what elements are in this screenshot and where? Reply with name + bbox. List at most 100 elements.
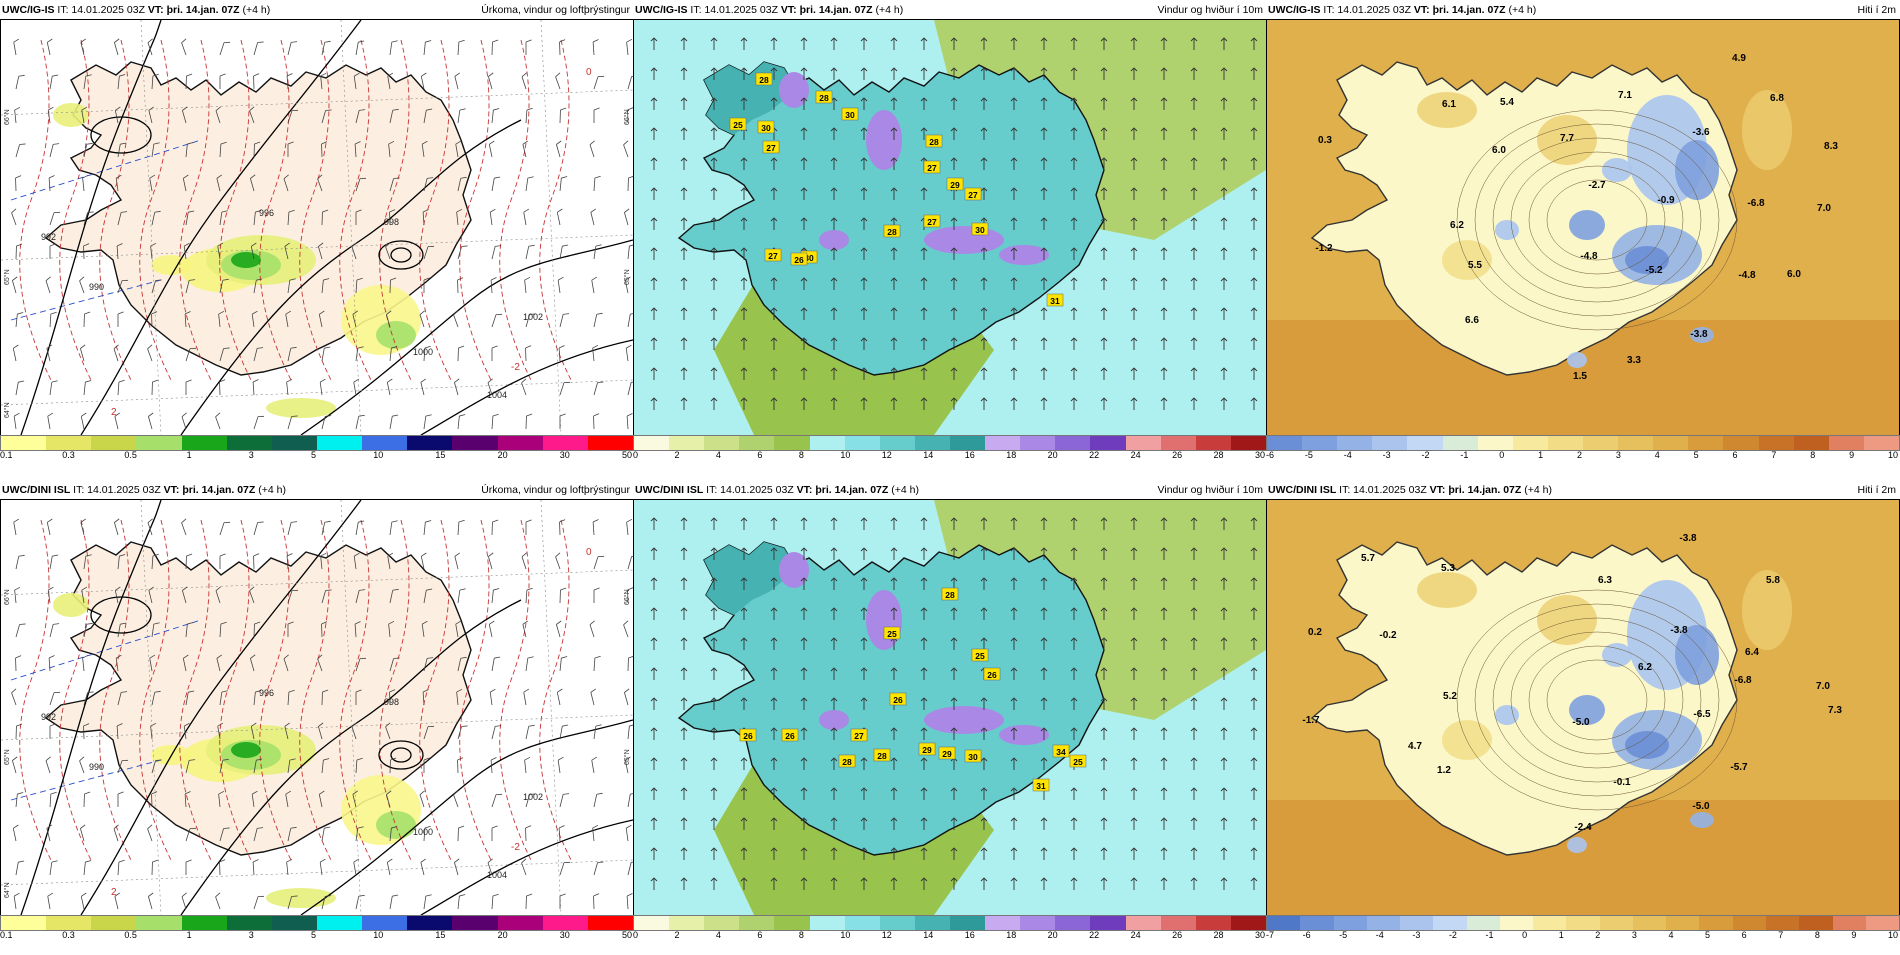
- model-name: UWC/DINI ISL: [1268, 484, 1336, 496]
- colorbar-swatch: [1055, 436, 1090, 450]
- colorbar-tick-label: -1: [1460, 450, 1468, 460]
- colorbar-tick-label: 12: [882, 450, 892, 460]
- colorbar-swatch: [1583, 436, 1618, 450]
- colorbar-swatch: [452, 916, 497, 930]
- colorbar-tick-label: 30: [1255, 930, 1265, 940]
- isobar-label: 1000: [413, 827, 433, 837]
- panel-wind-bottom: UWC/DINI ISL IT: 14.01.2025 03Z VT: þri.…: [633, 480, 1267, 955]
- gust-label: 27: [927, 217, 937, 227]
- colorbar-tick-label: 30: [560, 930, 570, 940]
- gust-label: 30: [845, 110, 855, 120]
- value-label: 1.2: [1437, 765, 1451, 776]
- colorbar-tick-label: 22: [1089, 450, 1099, 460]
- colorbar-swatch: [46, 916, 91, 930]
- value-label: -3.8: [1670, 625, 1688, 636]
- colorbar-swatch: [588, 916, 633, 930]
- colorbar-swatch: [915, 436, 950, 450]
- colorbar-swatch: [985, 916, 1020, 930]
- colorbar-swatch: [985, 436, 1020, 450]
- colorbar-swatch: [1794, 436, 1829, 450]
- value-label: -4.8: [1738, 270, 1756, 281]
- colorbar-swatch: [1407, 436, 1442, 450]
- colorbar-swatch: [704, 916, 739, 930]
- isobar-label: 1000: [413, 347, 433, 357]
- valid-label: VT:: [797, 484, 813, 496]
- colorbar-tick-label: 6: [1742, 930, 1747, 940]
- isobar-label: 998: [384, 217, 399, 227]
- lat-tick-label: 65°N: [3, 749, 11, 765]
- colorbar-tick-label: -2: [1422, 450, 1430, 460]
- value-label: -2.4: [1574, 822, 1592, 833]
- colorbar-tick-label: 24: [1131, 930, 1141, 940]
- colorbar-tick-label: 0.5: [124, 450, 137, 460]
- model-name: UWC/DINI ISL: [2, 484, 70, 496]
- colorbar-tick-label: 1: [1538, 450, 1543, 460]
- init-time: IT: 14.01.2025 03Z: [57, 4, 145, 16]
- colorbar-swatch: [845, 916, 880, 930]
- value-label: -4.8: [1580, 251, 1598, 262]
- colorbar-swatch: [1666, 916, 1699, 930]
- gust-label: 29: [922, 745, 932, 755]
- colorbar-tick-label: 10: [1888, 930, 1898, 940]
- lat-tick-label: 64°N: [3, 402, 11, 418]
- colorbar-tick-label: 0.3: [62, 450, 75, 460]
- value-label: -3.6: [1692, 127, 1710, 138]
- colorbar-swatch: [845, 436, 880, 450]
- colorbar-swatch: [182, 436, 227, 450]
- gust-label: 28: [819, 93, 829, 103]
- value-label: -3.8: [1679, 533, 1697, 544]
- freezing-label: 0: [586, 67, 592, 78]
- colorbar-tick-label: 28: [1214, 930, 1224, 940]
- lead-time: (+4 h): [875, 4, 903, 16]
- colorbar-tick-label: 30: [560, 450, 570, 460]
- model-name: UWC/DINI ISL: [635, 484, 703, 496]
- colorbar-tick-label: 14: [923, 930, 933, 940]
- value-label: 8.3: [1824, 141, 1838, 152]
- isobar-label: 992: [41, 232, 56, 242]
- colorbar-tick-label: 2: [1595, 930, 1600, 940]
- colorbar-tick-label: 1: [1559, 930, 1564, 940]
- colorbar-wind: [633, 915, 1267, 931]
- colorbar-tick-label: 8: [1810, 450, 1815, 460]
- colorbar-tick-label: 5: [1694, 450, 1699, 460]
- gust-label: 25: [887, 629, 897, 639]
- value-label: 6.8: [1770, 93, 1784, 104]
- colorbar-tick-label: 50: [622, 930, 632, 940]
- colorbar-swatch: [1600, 916, 1633, 930]
- colorbar-swatch: [1653, 436, 1688, 450]
- freezing-label: -2: [511, 842, 520, 853]
- colorbar-tick-label: 28: [1214, 450, 1224, 460]
- gust-label: 30: [761, 123, 771, 133]
- gust-label: 29: [942, 749, 952, 759]
- colorbar-tick-label: -3: [1412, 930, 1420, 940]
- panel-header: UWC/DINI ISL IT: 14.01.2025 03Z VT: þri.…: [0, 480, 634, 500]
- valid-label: VT:: [1414, 4, 1430, 16]
- colorbar-tick-label: 10: [1888, 450, 1898, 460]
- colorbar-swatch: [1196, 436, 1231, 450]
- isobar-label: 990: [89, 762, 104, 772]
- gust-label: 34: [1056, 747, 1066, 757]
- panel-precip-top: UWC/IG-IS IT: 14.01.2025 03Z VT: þri. 14…: [0, 0, 634, 475]
- colorbar-tick-label: 0: [1499, 450, 1504, 460]
- colorbar-tick-label: -5: [1339, 930, 1347, 940]
- colorbar-tick-label: 9: [1849, 450, 1854, 460]
- isobar-label: 1004: [487, 390, 507, 400]
- colorbar-tick-label: 10: [840, 930, 850, 940]
- colorbar-swatch: [810, 916, 845, 930]
- colorbar-tick-label: 20: [1048, 450, 1058, 460]
- colorbar-tick-label: 0.1: [0, 450, 13, 460]
- panel-header: UWC/DINI ISL IT: 14.01.2025 03Z VT: þri.…: [1266, 480, 1900, 500]
- colorbar-tick-label: 0: [633, 930, 638, 940]
- colorbar-tick-label: -6: [1303, 930, 1311, 940]
- colorbar-swatch: [317, 916, 362, 930]
- value-label: 6.4: [1745, 647, 1759, 658]
- colorbar-precip: [0, 915, 634, 931]
